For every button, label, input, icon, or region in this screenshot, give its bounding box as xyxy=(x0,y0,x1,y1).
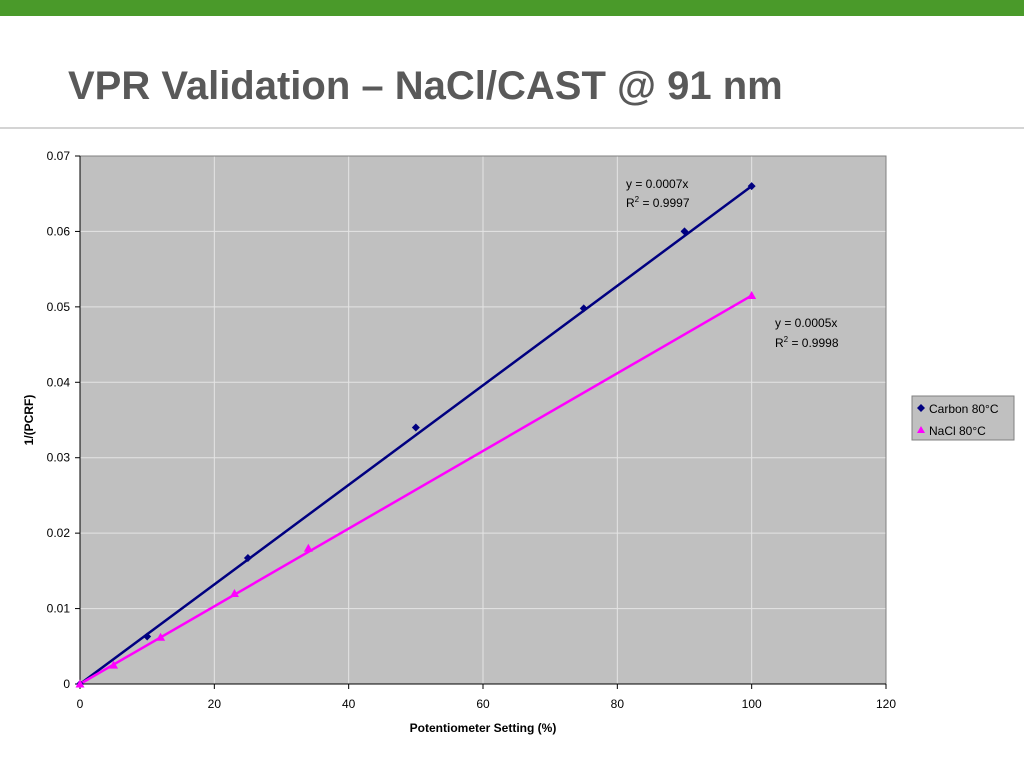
x-tick-label: 80 xyxy=(611,697,625,711)
carbon-trendline xyxy=(79,185,753,686)
nacl-trendline xyxy=(79,294,753,686)
y-tick-label: 0.03 xyxy=(47,451,71,465)
nacl-r2-value: = 0.9998 xyxy=(788,336,839,350)
carbon-data-point xyxy=(143,632,152,641)
legend-label-carbon: Carbon 80°C xyxy=(929,402,999,416)
nacl-data-point xyxy=(75,679,85,688)
nacl-r2-symbol: R xyxy=(775,336,784,350)
y-axis-title: 1/(PCRF) xyxy=(22,395,36,446)
y-tick-label: 0.01 xyxy=(47,602,71,616)
x-axis-title: Potentiometer Setting (%) xyxy=(410,721,557,735)
carbon-data-point xyxy=(579,304,588,313)
x-tick-label: 60 xyxy=(476,697,490,711)
x-tick-label: 120 xyxy=(876,697,896,711)
carbon-data-point xyxy=(411,423,420,432)
legend-diamond-icon xyxy=(917,404,925,412)
y-tick-label: 0.06 xyxy=(47,224,71,238)
carbon-data-point xyxy=(243,554,252,563)
legend-box xyxy=(911,395,1015,441)
legend-label-nacl: NaCl 80°C xyxy=(929,424,986,438)
carbon-r2-label: R2 = 0.9997 xyxy=(626,195,690,210)
y-tick-label: 0.02 xyxy=(47,526,71,540)
x-tick-label: 0 xyxy=(77,697,84,711)
nacl-equation-label: y = 0.0005x xyxy=(775,316,837,330)
nacl-data-point xyxy=(229,588,239,597)
carbon-data-point xyxy=(747,182,756,191)
carbon-r2-value: = 0.9997 xyxy=(639,196,690,210)
carbon-equation-label: y = 0.0007x xyxy=(626,177,688,191)
x-tick-label: 20 xyxy=(208,697,222,711)
y-tick-label: 0 xyxy=(63,677,70,691)
data-markers xyxy=(75,182,757,688)
nacl-r2-label: R2 = 0.9998 xyxy=(775,335,839,350)
trendlines xyxy=(79,185,753,686)
nacl-r2-superscript: 2 xyxy=(784,335,789,344)
carbon-r2-superscript: 2 xyxy=(635,195,640,204)
y-tick-label: 0.07 xyxy=(47,149,71,163)
nacl-data-point xyxy=(747,291,757,300)
carbon-trendline-equation: y = 0.0007x R2 = 0.9997 xyxy=(626,177,690,210)
slide-title: VPR Validation – NaCl/CAST @ 91 nm xyxy=(68,64,783,108)
x-tick-label: 100 xyxy=(742,697,762,711)
y-tick-label: 0.04 xyxy=(47,375,71,389)
nacl-data-point xyxy=(303,543,313,552)
title-divider xyxy=(0,127,1024,129)
nacl-data-point xyxy=(109,660,119,669)
nacl-data-point xyxy=(156,632,166,641)
x-axis: 0 20 40 60 80 100 120 xyxy=(77,683,896,711)
carbon-data-point xyxy=(680,227,689,236)
nacl-trendline-equation: y = 0.0005x R2 = 0.9998 xyxy=(775,316,839,350)
carbon-r2-symbol: R xyxy=(626,196,635,210)
legend: Carbon 80°C NaCl 80°C xyxy=(911,395,1015,441)
y-tick-label: 0.05 xyxy=(47,300,71,314)
y-axis: 0 0.01 0.02 0.03 0.04 0.05 0.06 0.07 xyxy=(47,149,81,691)
legend-triangle-icon xyxy=(917,426,925,433)
title-accent-bar xyxy=(0,0,1024,16)
x-tick-label: 40 xyxy=(342,697,356,711)
